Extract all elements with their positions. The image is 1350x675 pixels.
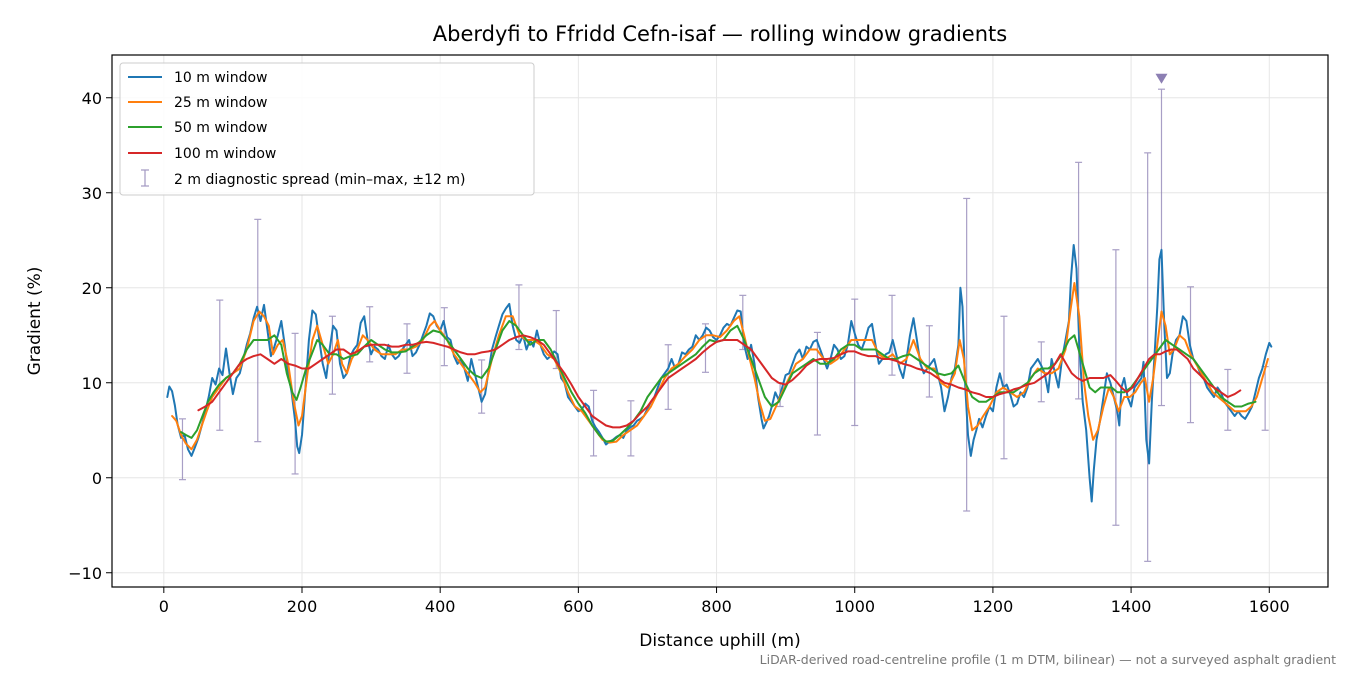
diagnostic-errorbar	[1224, 368, 1232, 431]
diagnostic-errorbar	[1144, 152, 1152, 562]
x-axis: 0 200 400 600 800 1000 1200 1400 1600	[159, 587, 1290, 616]
legend: 10 m window 25 m window 50 m window 100 …	[119, 62, 535, 196]
y-tick-label: 20	[82, 279, 102, 298]
series-line-2	[171, 282, 1269, 451]
plot-area	[166, 73, 1273, 562]
y-tick-label: −10	[68, 564, 102, 583]
legend-label-diagnostic: 2 m diagnostic spread (min–max, ±12 m)	[174, 172, 465, 188]
x-tick-label: 1200	[973, 597, 1014, 616]
diagnostic-errorbar	[1112, 249, 1120, 526]
diagnostic-errorbar	[1075, 161, 1083, 400]
legend-label-10m: 10 m window	[174, 70, 267, 86]
diagnostic-errorbar	[1157, 88, 1165, 407]
x-tick-label: 400	[425, 597, 456, 616]
diagnostic-errorbar	[888, 294, 896, 376]
chart-title: Aberdyfi to Ffridd Cefn-isaf — rolling w…	[433, 22, 1007, 46]
y-tick-label: 40	[82, 89, 102, 108]
y-axis-label: Gradient (%)	[25, 267, 45, 376]
diagnostic-errorbar	[178, 418, 186, 481]
legend-errorbar-glyph	[141, 169, 149, 187]
x-tick-label: 1600	[1249, 597, 1290, 616]
diagnostic-errorbar	[701, 323, 709, 373]
diagnostic-errorbar	[515, 284, 523, 351]
diagnostic-errorbar	[925, 325, 933, 398]
plot-frame	[111, 54, 1329, 588]
legend-swatch-diagnostic	[141, 169, 149, 187]
y-tick-label: 0	[92, 469, 102, 488]
legend-label-25m: 25 m window	[174, 95, 267, 111]
y-tick-label: 30	[82, 184, 102, 203]
diagnostic-errorbar	[963, 197, 971, 512]
offscale-marker	[1155, 73, 1168, 84]
x-tick-label: 600	[563, 597, 594, 616]
x-tick-label: 0	[159, 597, 169, 616]
x-axis-label: Distance uphill (m)	[639, 631, 800, 651]
y-tick-label: 10	[82, 374, 102, 393]
x-tick-label: 1000	[834, 597, 875, 616]
footnote: LiDAR-derived road-centreline profile (1…	[760, 652, 1336, 667]
legend-label-100m: 100 m window	[174, 146, 276, 162]
legend-label-50m: 50 m window	[174, 120, 267, 136]
y-axis: −10 0 10 20 30 40	[68, 89, 112, 583]
series-line-4	[197, 334, 1242, 429]
x-tick-label: 200	[287, 597, 318, 616]
x-tick-label: 800	[701, 597, 732, 616]
legend-box	[119, 62, 535, 196]
diagnostic-errorbar	[254, 218, 262, 443]
diagnostic-errorbar	[478, 359, 486, 414]
x-tick-label: 1400	[1111, 597, 1152, 616]
diagnostic-errorbar	[851, 298, 859, 427]
diagnostic-errorbar	[216, 299, 224, 431]
series-line-3	[180, 320, 1257, 443]
diagnostic-errorbar	[627, 400, 635, 457]
